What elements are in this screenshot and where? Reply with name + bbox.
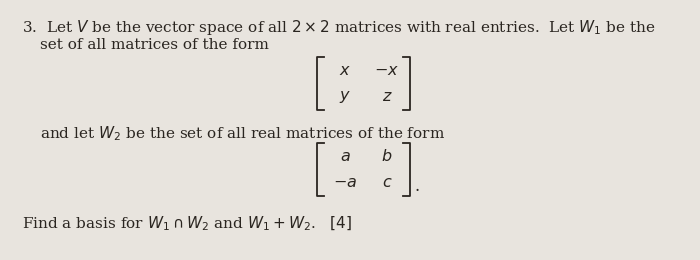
Text: $-a$: $-a$ (333, 174, 357, 191)
Text: $y$: $y$ (339, 88, 351, 105)
Text: 3.  Let $V$ be the vector space of all $2 \times 2$ matrices with real entries. : 3. Let $V$ be the vector space of all $2… (22, 18, 656, 37)
Text: $a$: $a$ (340, 148, 351, 165)
Text: and let $W_2$ be the set of all real matrices of the form: and let $W_2$ be the set of all real mat… (40, 124, 445, 143)
Text: .: . (415, 178, 420, 195)
Text: $-x$: $-x$ (374, 62, 400, 79)
Text: set of all matrices of the form: set of all matrices of the form (40, 38, 269, 52)
Text: $c$: $c$ (382, 174, 392, 191)
Text: $b$: $b$ (382, 148, 393, 165)
Text: $z$: $z$ (382, 88, 393, 105)
Text: $x$: $x$ (339, 62, 351, 79)
Text: Find a basis for $W_1 \cap W_2$ and $W_1 + W_2$.   $[4]$: Find a basis for $W_1 \cap W_2$ and $W_1… (22, 215, 352, 233)
